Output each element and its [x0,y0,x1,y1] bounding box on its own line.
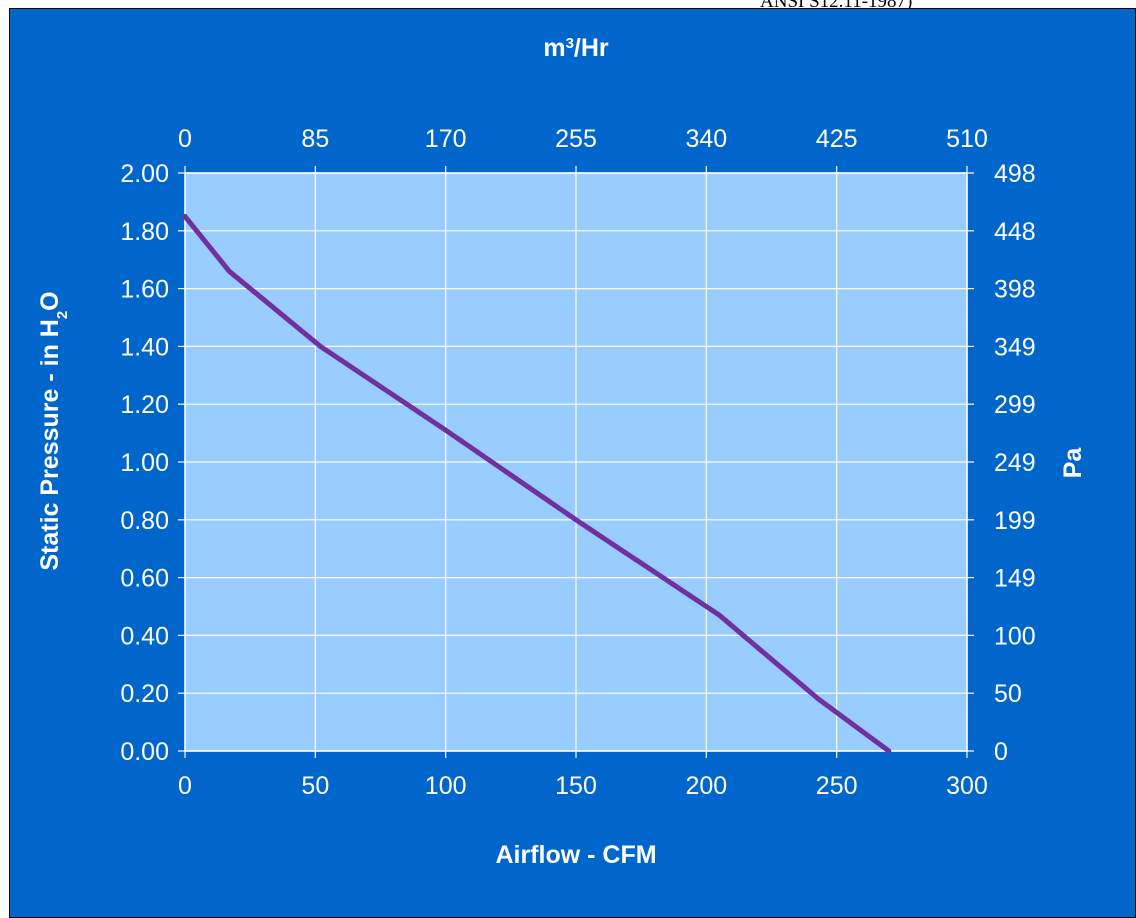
x-top-axis-title: m3/Hr [543,34,609,62]
x-top-tick-label: 425 [816,125,858,153]
x-bottom-tick-label: 300 [946,772,988,800]
x-top-tick-label: 85 [301,125,329,153]
x-top-tick-label: 255 [555,125,597,153]
x-bottom-tick-label: 150 [555,772,597,800]
y-right-tick-label: 249 [994,449,1036,477]
y-left-tick-label: 1.40 [120,333,169,361]
x-bottom-ticks: 0 50 100 150 200 250 300 [178,751,988,800]
y-right-tick-label: 498 [994,160,1036,188]
x-bottom-tick-label: 200 [685,772,727,800]
y-left-ticks: 0.00 0.20 0.40 0.60 0.80 1.00 1.20 1.40 1.60 1.80… [120,160,185,766]
y-right-tick-label: 0 [994,738,1008,766]
y-left-tick-label: 0.20 [120,680,169,708]
y-right-ticks: 0 50 100 149 199 249 299 349 398 448 498 [967,160,1036,766]
y-right-tick-label: 199 [994,507,1036,535]
x-top-tick-label: 510 [946,125,988,153]
y-left-tick-label: 2.00 [120,160,169,188]
series-line [182,213,892,754]
x-bottom-tick-label: 250 [816,772,858,800]
x-bottom-tick-label: 0 [178,772,192,800]
y-right-tick-label: 398 [994,276,1036,304]
y-right-axis-title: Pa [1059,447,1087,479]
x-bottom-tick-label: 50 [301,772,329,800]
series-layer [182,213,892,754]
x-bottom-axis-title: Airflow - CFM [495,841,656,869]
y-left-tick-label: 0.00 [120,738,169,766]
y-left-axis-title: Static Pressure - in H2O [36,291,71,570]
y-left-tick-label: 0.40 [120,622,169,650]
grid-lines [184,172,968,752]
y-left-tick-label: 0.60 [120,565,169,593]
x-top-ticks: 0 85 170 255 340 425 510 [178,125,988,173]
x-top-tick-label: 0 [178,125,192,153]
y-right-tick-label: 100 [994,622,1036,650]
y-left-tick-label: 1.80 [120,218,169,246]
x-bottom-tick-label: 100 [425,772,467,800]
y-right-tick-label: 448 [994,218,1036,246]
x-top-tick-label: 170 [425,125,467,153]
y-right-tick-label: 299 [994,391,1036,419]
y-left-tick-label: 0.80 [120,507,169,535]
y-right-tick-label: 50 [994,680,1022,708]
y-right-tick-label: 349 [994,333,1036,361]
y-right-tick-label: 149 [994,565,1036,593]
y-left-tick-label: 1.00 [120,449,169,477]
x-top-tick-label: 340 [685,125,727,153]
y-left-tick-label: 1.20 [120,391,169,419]
y-left-tick-label: 1.60 [120,276,169,304]
